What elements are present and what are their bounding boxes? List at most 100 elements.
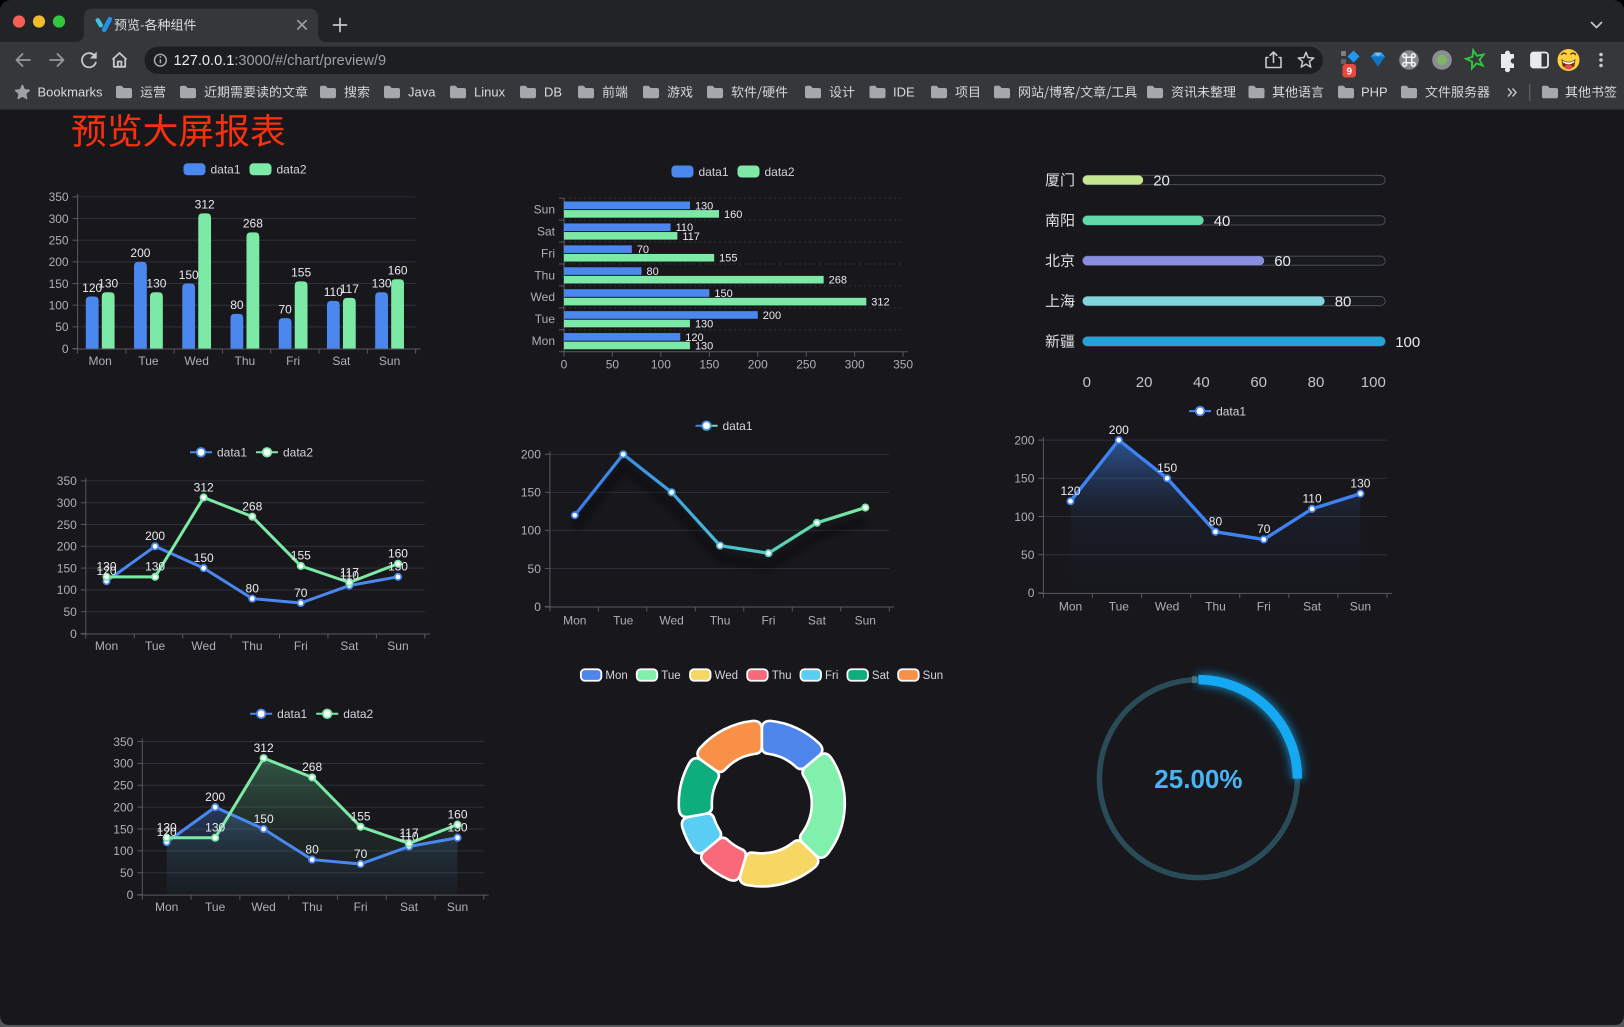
svg-text:200: 200 bbox=[1014, 433, 1034, 447]
svg-text:130: 130 bbox=[145, 560, 165, 574]
svg-text:130: 130 bbox=[96, 560, 116, 574]
svg-text:80: 80 bbox=[1308, 374, 1325, 391]
svg-text:Wed: Wed bbox=[251, 900, 275, 914]
svg-text:Mon: Mon bbox=[95, 639, 118, 653]
svg-text:160: 160 bbox=[388, 547, 408, 561]
svg-text:50: 50 bbox=[63, 605, 77, 619]
svg-text:Sat: Sat bbox=[872, 670, 890, 682]
svg-text:150: 150 bbox=[57, 561, 77, 575]
svg-text:200: 200 bbox=[521, 448, 541, 462]
svg-text:160: 160 bbox=[388, 264, 408, 278]
svg-text:312: 312 bbox=[194, 480, 214, 494]
svg-text:300: 300 bbox=[57, 496, 77, 510]
svg-text:200: 200 bbox=[145, 529, 165, 543]
svg-text:data2: data2 bbox=[343, 707, 373, 721]
svg-text:300: 300 bbox=[113, 757, 133, 771]
svg-text:Fri: Fri bbox=[761, 613, 775, 627]
svg-text:data1: data1 bbox=[698, 165, 728, 179]
svg-text:Tue: Tue bbox=[205, 900, 226, 914]
svg-text:Fri: Fri bbox=[286, 354, 300, 368]
svg-text:130: 130 bbox=[372, 277, 392, 291]
svg-text:130: 130 bbox=[388, 560, 408, 574]
svg-text:150: 150 bbox=[194, 551, 214, 565]
svg-text:120: 120 bbox=[157, 825, 177, 839]
svg-text:100: 100 bbox=[1361, 374, 1386, 391]
svg-text:110: 110 bbox=[324, 285, 343, 299]
svg-text:300: 300 bbox=[845, 357, 865, 371]
svg-text:200: 200 bbox=[57, 540, 77, 554]
svg-text:data1: data1 bbox=[722, 419, 752, 433]
svg-text:110: 110 bbox=[340, 568, 359, 582]
svg-text:Thu: Thu bbox=[242, 639, 263, 653]
svg-text:312: 312 bbox=[195, 198, 215, 212]
svg-text:120: 120 bbox=[685, 332, 703, 344]
svg-text:120: 120 bbox=[1060, 484, 1080, 498]
svg-text:160: 160 bbox=[724, 209, 742, 221]
svg-text:80: 80 bbox=[246, 581, 260, 595]
svg-text:data1: data1 bbox=[217, 446, 247, 460]
svg-text:155: 155 bbox=[291, 266, 311, 280]
svg-text:Sat: Sat bbox=[808, 613, 827, 627]
svg-text:312: 312 bbox=[254, 741, 274, 755]
svg-text:60: 60 bbox=[1250, 374, 1267, 391]
svg-text:Sat: Sat bbox=[332, 354, 351, 368]
svg-text:200: 200 bbox=[130, 246, 150, 260]
svg-text:Fri: Fri bbox=[294, 639, 308, 653]
svg-text:Tue: Tue bbox=[661, 670, 680, 682]
svg-text:Tue: Tue bbox=[145, 639, 166, 653]
svg-text:Wed: Wed bbox=[1155, 599, 1179, 613]
svg-text:Mon: Mon bbox=[89, 354, 112, 368]
svg-text:data2: data2 bbox=[283, 446, 313, 460]
svg-text:80: 80 bbox=[1335, 293, 1352, 310]
svg-text:0: 0 bbox=[62, 342, 69, 356]
svg-text:0: 0 bbox=[1083, 374, 1091, 391]
svg-text:Thu: Thu bbox=[1205, 599, 1226, 613]
svg-text:250: 250 bbox=[57, 518, 77, 532]
svg-text:50: 50 bbox=[1021, 548, 1035, 562]
svg-text:Thu: Thu bbox=[534, 268, 555, 282]
svg-text:70: 70 bbox=[637, 244, 649, 256]
svg-text:100: 100 bbox=[1014, 510, 1034, 524]
svg-text:120: 120 bbox=[96, 564, 116, 578]
svg-text:150: 150 bbox=[699, 357, 719, 371]
svg-text:25.00%: 25.00% bbox=[1154, 764, 1242, 794]
svg-text:70: 70 bbox=[278, 303, 292, 317]
svg-text:130: 130 bbox=[146, 277, 166, 291]
svg-text:200: 200 bbox=[748, 357, 768, 371]
svg-text:data1: data1 bbox=[277, 707, 307, 721]
svg-text:data2: data2 bbox=[765, 165, 795, 179]
svg-text:Tue: Tue bbox=[138, 354, 159, 368]
svg-text:Sun: Sun bbox=[447, 900, 468, 914]
svg-text:Wed: Wed bbox=[531, 290, 555, 304]
svg-text:Wed: Wed bbox=[715, 670, 738, 682]
svg-text:Mon: Mon bbox=[532, 334, 555, 348]
svg-text:268: 268 bbox=[829, 275, 847, 287]
svg-text:80: 80 bbox=[1209, 515, 1223, 529]
svg-text:100: 100 bbox=[651, 357, 671, 371]
svg-text:PHP: PHP bbox=[1361, 85, 1388, 100]
svg-text:20: 20 bbox=[1136, 374, 1153, 391]
svg-text:150: 150 bbox=[1157, 461, 1177, 475]
svg-text:Sat: Sat bbox=[400, 900, 419, 914]
svg-text:Thu: Thu bbox=[710, 613, 731, 627]
svg-text:70: 70 bbox=[354, 847, 368, 861]
svg-text:250: 250 bbox=[113, 779, 133, 793]
svg-text:200: 200 bbox=[763, 310, 781, 322]
svg-text:70: 70 bbox=[1257, 522, 1271, 536]
svg-text:130: 130 bbox=[695, 319, 713, 331]
svg-text:130: 130 bbox=[1350, 476, 1370, 490]
svg-text:50: 50 bbox=[606, 357, 620, 371]
svg-text:200: 200 bbox=[205, 790, 225, 804]
svg-text:200: 200 bbox=[1109, 423, 1129, 437]
svg-text:Mon: Mon bbox=[155, 900, 178, 914]
svg-text:200: 200 bbox=[113, 800, 133, 814]
svg-text:60: 60 bbox=[1274, 253, 1291, 270]
svg-text:Tue: Tue bbox=[535, 312, 556, 326]
svg-text:127.0.0.1:3000/#/chart/preview: 127.0.0.1:3000/#/chart/preview/9 bbox=[174, 53, 387, 69]
svg-text:350: 350 bbox=[893, 357, 913, 371]
svg-text:Sun: Sun bbox=[1350, 599, 1371, 613]
svg-text:130: 130 bbox=[157, 821, 177, 835]
svg-text:50: 50 bbox=[120, 866, 134, 880]
svg-text:155: 155 bbox=[291, 549, 311, 563]
svg-text:200: 200 bbox=[49, 255, 69, 269]
